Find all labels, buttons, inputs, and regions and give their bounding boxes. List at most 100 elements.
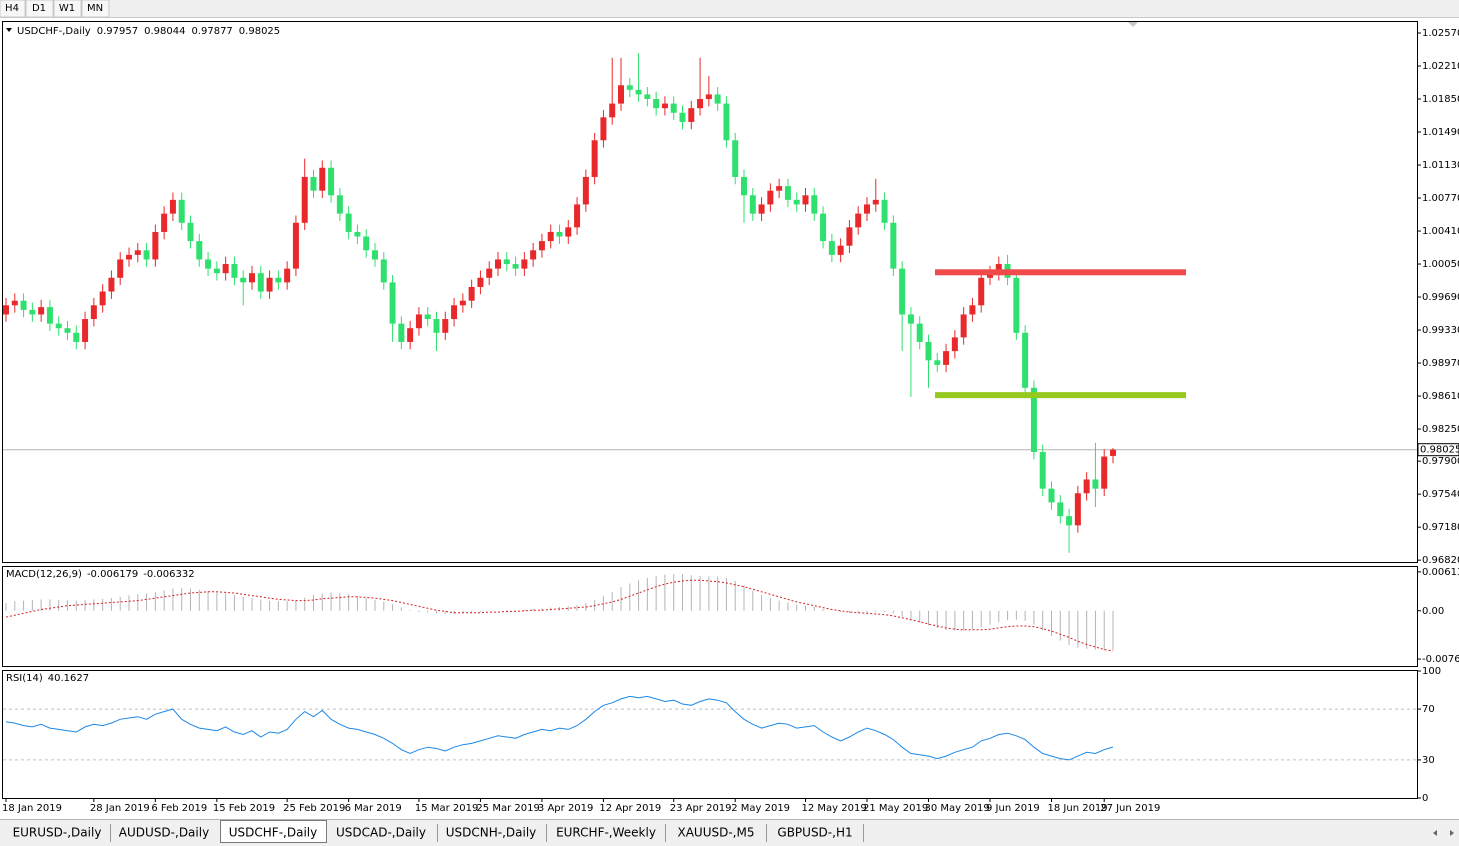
y-tick-label: 0.00613 — [1422, 567, 1459, 578]
timeframe-button[interactable] — [81, 0, 110, 18]
x-tick-label: 12 Apr 2019 — [599, 803, 661, 814]
chart-tab[interactable]: USDCNH-,Daily — [446, 826, 537, 840]
candle-body — [336, 195, 343, 214]
current-price-tag — [1417, 443, 1459, 457]
candle-body — [1083, 479, 1090, 494]
ohlc-value: 0.97877 — [191, 26, 232, 37]
y-tick-label: 0.00 — [1422, 606, 1444, 617]
x-tick-label: 21 May 2019 — [863, 803, 928, 814]
x-tick-label: 9 Jun 2019 — [986, 803, 1040, 814]
x-tick-label: 25 Mar 2019 — [476, 803, 539, 814]
rsi-pane — [2, 670, 1418, 799]
candle-body — [978, 277, 985, 306]
x-tick-label: 3 Apr 2019 — [538, 803, 593, 814]
symbol-menu-arrow[interactable] — [6, 28, 12, 32]
candle-body — [169, 199, 176, 214]
candle-body — [328, 167, 335, 196]
pane-header: RSI(14) 40.1627 — [6, 673, 89, 684]
shift-marker — [1128, 22, 1138, 27]
candle-body — [275, 277, 282, 283]
chart-tab[interactable]: USDCAD-,Daily — [336, 826, 426, 840]
chart-tab[interactable]: EURCHF-,Weekly — [556, 826, 656, 840]
candle-body — [1066, 516, 1073, 526]
candle-body — [802, 195, 809, 205]
candle-body — [126, 254, 132, 260]
candle-body — [415, 314, 422, 329]
candle-body — [196, 241, 203, 260]
candle-body — [969, 305, 976, 315]
candle-body — [565, 227, 572, 237]
candle-body — [372, 250, 378, 260]
candle-body — [319, 167, 326, 191]
tab-scroll-left[interactable] — [1433, 830, 1437, 836]
chart-tab[interactable]: GBPUSD-,H1 — [777, 826, 852, 840]
timeframe-button[interactable] — [25, 0, 54, 18]
candle-body — [205, 259, 212, 269]
x-tick-label: 2 May 2019 — [731, 803, 790, 814]
candle-body — [20, 300, 27, 310]
candle-body — [899, 268, 906, 315]
candle-body — [995, 264, 1002, 274]
candle-body — [495, 259, 501, 269]
candle-body — [1092, 479, 1099, 489]
chart-tab[interactable]: USDCHF-,Daily — [229, 826, 317, 840]
timeframe-label[interactable]: W1 — [59, 3, 75, 14]
indicator-name: MACD(12,26,9) — [6, 569, 82, 580]
candle-body — [960, 314, 967, 338]
candle-body — [240, 277, 247, 283]
candle-body — [820, 213, 827, 242]
candle-body — [591, 140, 598, 177]
timeframe-button[interactable] — [0, 0, 26, 18]
candle-body — [231, 264, 238, 278]
indicator-name: RSI(14) — [6, 673, 43, 684]
candle-body — [530, 250, 537, 260]
pane-header: MACD(12,26,9) -0.006179 -0.006332 — [6, 569, 195, 580]
candle-body — [907, 314, 914, 324]
active-tab[interactable] — [220, 820, 327, 843]
candle-body — [187, 222, 194, 242]
x-tick-label: 6 Mar 2019 — [345, 803, 402, 814]
candle-body — [29, 309, 36, 315]
indicator-value: -0.006332 — [143, 569, 194, 580]
timeframe-label[interactable]: MN — [87, 3, 103, 14]
x-tick-label: 25 Feb 2019 — [283, 803, 345, 814]
y-tick-label: 1.02570 — [1422, 28, 1459, 39]
candle-body — [626, 85, 633, 90]
chart-tab[interactable]: AUDUSD-,Daily — [119, 826, 209, 840]
candle-body — [486, 268, 493, 278]
candle-body — [257, 273, 264, 292]
candle-body — [618, 85, 624, 104]
candle-body — [1101, 456, 1108, 489]
y-tick-label: 100 — [1422, 666, 1441, 677]
chart-tab[interactable]: XAUUSD-,M5 — [678, 826, 755, 840]
candle-body — [459, 300, 466, 306]
candle-body — [11, 300, 18, 306]
timeframe-label[interactable]: H4 — [5, 3, 19, 14]
candle-body — [64, 328, 71, 333]
timeframe-buttons: H4 D1 W1 MN — [0, 0, 110, 18]
candle-body — [934, 360, 941, 365]
x-tick-label: 6 Feb 2019 — [151, 803, 207, 814]
ohlc-value: 0.98044 — [144, 26, 185, 37]
pane-header: USDCHF-,Daily 0.97957 0.98044 0.97877 0.9802… — [17, 26, 280, 37]
current-price-label: 0.98025 — [1420, 445, 1459, 456]
timeframe-label[interactable]: D1 — [32, 3, 46, 14]
tab-scroll-right[interactable] — [1450, 830, 1454, 836]
timeframe-button[interactable] — [53, 0, 82, 18]
candle-body — [670, 103, 677, 113]
candle-body — [741, 176, 747, 196]
candle-body — [249, 273, 255, 283]
candle-body — [284, 268, 291, 283]
chart-tab[interactable]: EURUSD-,Daily — [13, 826, 102, 840]
candle-body — [152, 231, 159, 260]
candle-body — [987, 273, 993, 278]
